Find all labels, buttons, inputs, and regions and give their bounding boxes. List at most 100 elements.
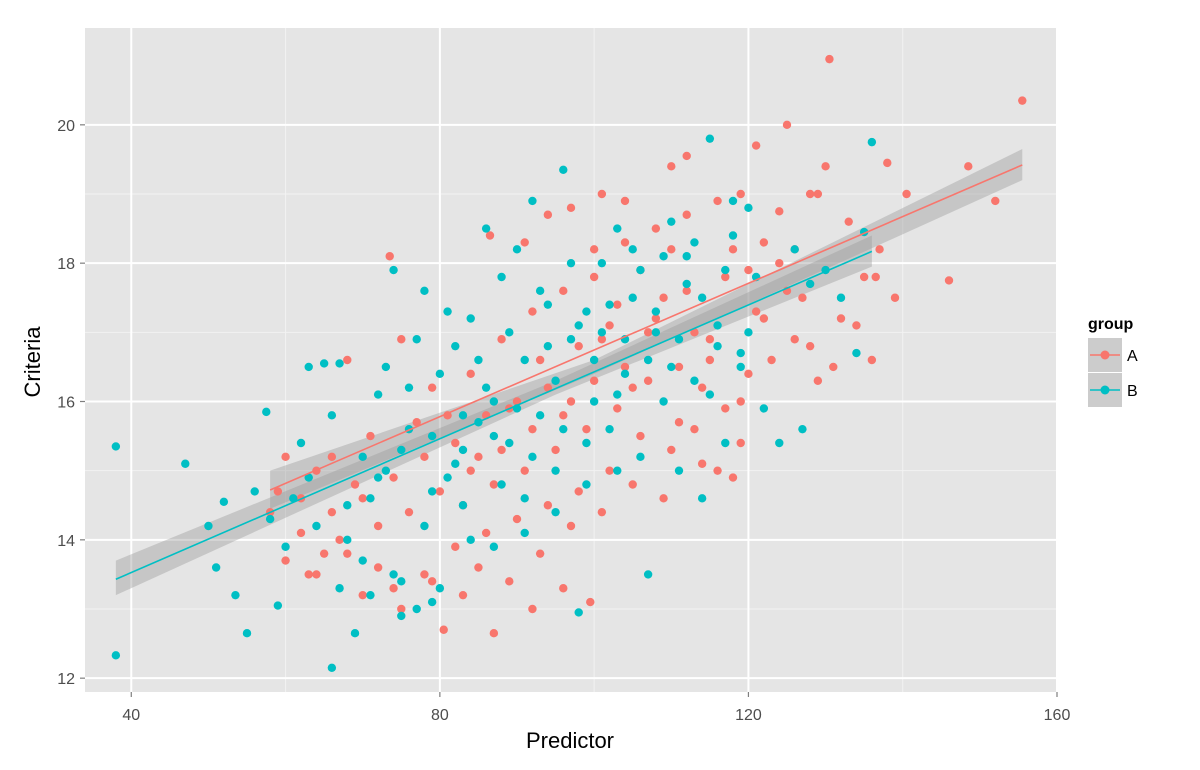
data-point-A bbox=[620, 362, 630, 372]
data-point-A bbox=[528, 604, 537, 614]
confidence-band-A bbox=[270, 149, 1023, 509]
data-point-A bbox=[605, 466, 614, 475]
data-point-B bbox=[697, 293, 707, 302]
data-point-B bbox=[451, 459, 460, 468]
data-point-B bbox=[335, 584, 344, 593]
legend-dot-A bbox=[1100, 350, 1110, 360]
data-point-A bbox=[385, 252, 394, 261]
data-point-A bbox=[358, 494, 367, 503]
data-point-B bbox=[489, 542, 499, 551]
data-point-A bbox=[458, 590, 468, 600]
data-point-B bbox=[304, 473, 313, 482]
data-point-B bbox=[435, 584, 445, 593]
data-point-A bbox=[574, 341, 583, 351]
data-point-B bbox=[520, 494, 529, 503]
data-point-B bbox=[651, 328, 661, 337]
data-point-A bbox=[397, 335, 406, 344]
data-point-B bbox=[481, 383, 491, 392]
data-point-B bbox=[474, 355, 483, 365]
data-point-A bbox=[813, 189, 823, 199]
data-point-B bbox=[759, 404, 769, 413]
data-point-B bbox=[451, 341, 460, 351]
x-tick-label: 40 bbox=[122, 707, 140, 724]
data-point-A bbox=[566, 521, 576, 531]
data-point-B bbox=[659, 397, 668, 406]
data-point-A bbox=[397, 604, 406, 614]
data-point-B bbox=[574, 321, 583, 330]
data-point-A bbox=[682, 286, 691, 296]
data-point-A bbox=[690, 424, 699, 434]
data-point-B bbox=[358, 452, 367, 462]
data-point-B bbox=[566, 335, 576, 344]
x-tick-label: 120 bbox=[735, 707, 762, 724]
data-point-B bbox=[744, 328, 753, 337]
data-point-B bbox=[597, 328, 607, 337]
data-point-B bbox=[265, 514, 275, 524]
data-point-B bbox=[520, 528, 529, 538]
x-tick-label: 160 bbox=[1044, 707, 1071, 724]
data-point-A bbox=[667, 445, 676, 455]
data-point-A bbox=[535, 355, 545, 365]
fit-line-B bbox=[115, 250, 873, 580]
data-point-A bbox=[605, 321, 614, 330]
data-point-B bbox=[443, 473, 452, 482]
data-point-A bbox=[485, 231, 495, 240]
data-point-B bbox=[242, 629, 252, 638]
x-axis-ticks: 40 80 120 160 bbox=[122, 692, 1070, 724]
data-point-A bbox=[481, 528, 491, 538]
data-point-B bbox=[397, 445, 406, 455]
data-point-B bbox=[659, 252, 668, 261]
data-point-B bbox=[674, 466, 684, 475]
data-point-A bbox=[705, 355, 715, 365]
data-point-B bbox=[713, 341, 722, 351]
data-point-A bbox=[497, 445, 506, 455]
data-point-B bbox=[559, 165, 568, 174]
data-point-B bbox=[281, 542, 290, 551]
data-point-B bbox=[304, 362, 313, 372]
data-point-A bbox=[589, 245, 599, 254]
data-point-A bbox=[474, 452, 483, 462]
data-point-A bbox=[651, 314, 661, 323]
data-point-B bbox=[505, 438, 514, 448]
data-point-B bbox=[412, 604, 421, 614]
data-point-B bbox=[427, 487, 437, 496]
data-point-B bbox=[836, 293, 846, 302]
data-point-A bbox=[304, 570, 313, 579]
data-point-B bbox=[397, 577, 406, 586]
data-point-A bbox=[690, 328, 699, 337]
data-point-A bbox=[543, 383, 553, 392]
data-point-A bbox=[852, 321, 861, 330]
data-point-A bbox=[559, 286, 568, 296]
data-point-B bbox=[528, 196, 537, 206]
data-point-A bbox=[721, 272, 730, 282]
data-point-A bbox=[736, 438, 745, 448]
data-point-A bbox=[871, 272, 880, 282]
data-point-A bbox=[751, 307, 761, 316]
data-point-B bbox=[721, 265, 730, 275]
data-point-A bbox=[597, 507, 607, 517]
legend-title: group bbox=[1088, 316, 1134, 333]
data-point-B bbox=[805, 279, 815, 289]
data-point-B bbox=[273, 601, 283, 610]
data-point-A bbox=[273, 487, 283, 496]
data-point-A bbox=[628, 480, 637, 489]
data-point-B bbox=[343, 501, 352, 510]
data-point-B bbox=[373, 390, 383, 399]
data-point-A bbox=[964, 162, 973, 171]
data-point-A bbox=[751, 141, 761, 150]
data-point-B bbox=[705, 390, 715, 399]
data-point-A bbox=[574, 487, 583, 496]
data-point-A bbox=[867, 355, 877, 365]
data-point-A bbox=[439, 625, 448, 634]
data-point-B bbox=[497, 480, 506, 489]
data-point-A bbox=[829, 362, 838, 372]
data-point-A bbox=[705, 335, 715, 344]
data-point-B bbox=[682, 279, 691, 289]
data-point-A bbox=[327, 507, 337, 517]
y-tick-label: 20 bbox=[57, 118, 75, 135]
data-point-B bbox=[697, 494, 707, 503]
data-point-B bbox=[582, 307, 591, 316]
data-point-B bbox=[296, 438, 306, 448]
data-point-B bbox=[582, 480, 591, 489]
data-point-B bbox=[466, 535, 475, 545]
